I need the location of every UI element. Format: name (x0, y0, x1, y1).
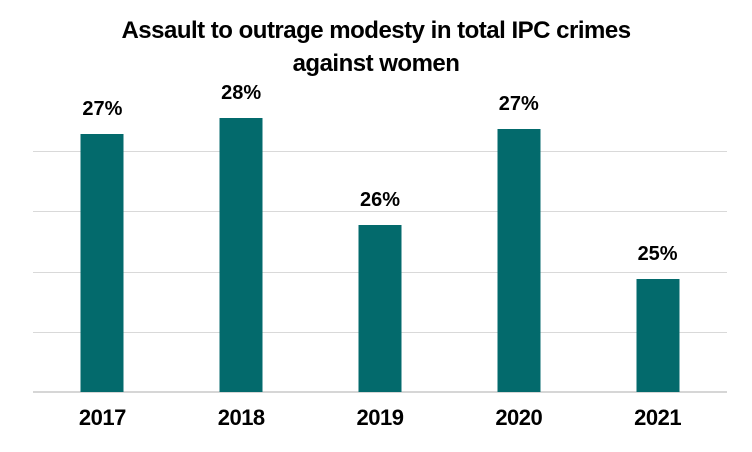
bar-value-label-2017: 27% (82, 98, 123, 120)
chart-title-line-2: against women (292, 50, 460, 77)
bar-value-label-2018: 28% (221, 82, 262, 104)
x-label-2021: 2021 (634, 405, 682, 430)
bar-value-label-2020: 27% (498, 93, 539, 115)
x-label-2019: 2019 (356, 405, 404, 430)
bar-2021 (636, 279, 680, 392)
x-axis-labels: 2017 2018 2019 2020 2021 (33, 405, 727, 431)
bar-slots: 27% 28% 26% 27% 25% (33, 82, 727, 392)
bar-group-2020: 27% (449, 91, 588, 392)
x-label-2020: 2020 (495, 405, 543, 430)
x-label-2017: 2017 (78, 405, 126, 430)
bar-group-2017: 27% (33, 91, 172, 392)
bar-2018 (219, 118, 263, 392)
plot-area: 27% 28% 26% 27% 25% (33, 82, 727, 393)
bar-value-label-2019: 26% (359, 189, 400, 211)
bar-group-2019: 26% (311, 91, 450, 392)
chart-title: Assault to outrage modesty in total IPC … (0, 14, 752, 80)
bar-value-label-2021: 25% (637, 243, 678, 265)
gridline (33, 151, 727, 152)
bar-group-2021: 25% (588, 91, 727, 392)
bar-2019 (358, 225, 402, 392)
chart-title-line-1: Assault to outrage modesty in total IPC … (121, 17, 631, 44)
gridline (33, 211, 727, 212)
x-axis-line (33, 391, 727, 393)
bar-group-2018: 28% (172, 82, 311, 392)
x-label-2018: 2018 (217, 405, 265, 430)
bar-2020 (497, 129, 541, 392)
bar-2017 (80, 134, 124, 392)
